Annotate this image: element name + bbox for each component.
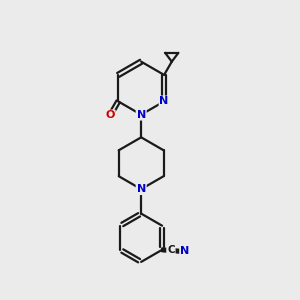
Text: O: O [105, 110, 115, 120]
Text: N: N [136, 110, 146, 120]
Text: N: N [136, 184, 146, 194]
Text: N: N [160, 96, 169, 106]
Text: N: N [180, 246, 189, 256]
Text: C: C [167, 245, 175, 255]
